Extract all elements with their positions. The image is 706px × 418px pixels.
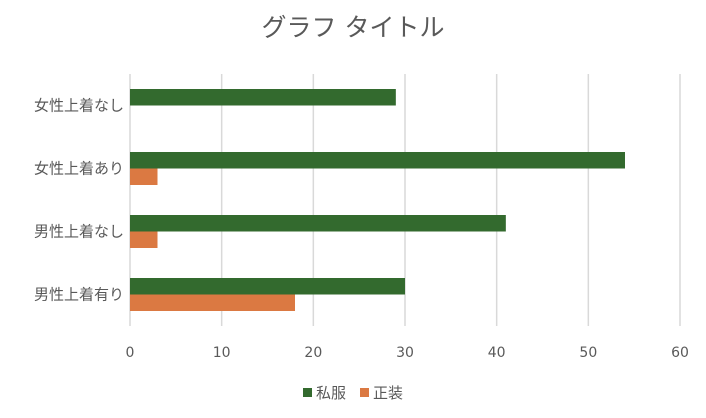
y-category-label: 男性上着有り — [34, 286, 124, 304]
legend-swatch — [360, 388, 369, 397]
legend-item: 私服 — [302, 382, 346, 403]
y-category-label: 男性上着なし — [34, 223, 124, 241]
bar-series2 — [130, 231, 158, 248]
x-tick-label: 10 — [213, 345, 231, 361]
legend-label: 正装 — [373, 384, 404, 402]
x-tick-label: 30 — [396, 345, 414, 361]
legend-label: 私服 — [315, 384, 346, 402]
legend-swatch — [302, 388, 312, 397]
bar-series1 — [130, 215, 506, 232]
bar-series1 — [130, 152, 625, 169]
legend: 私服 正装 — [0, 382, 706, 403]
bar-series2 — [130, 168, 158, 185]
x-tick-label: 20 — [304, 345, 322, 361]
bar-series1 — [130, 89, 396, 106]
x-tick-label: 0 — [126, 345, 135, 361]
legend-item: 正装 — [360, 382, 403, 403]
y-category-label: 女性上着あり — [34, 160, 124, 178]
x-tick-label: 60 — [671, 345, 689, 361]
chart-title: グラフ タイトル — [261, 13, 445, 42]
bar-series1 — [130, 278, 405, 295]
bar-series2 — [130, 294, 295, 311]
x-tick-label: 50 — [579, 345, 597, 361]
x-tick-label: 40 — [488, 345, 506, 361]
y-category-label: 女性上着なし — [34, 97, 124, 115]
